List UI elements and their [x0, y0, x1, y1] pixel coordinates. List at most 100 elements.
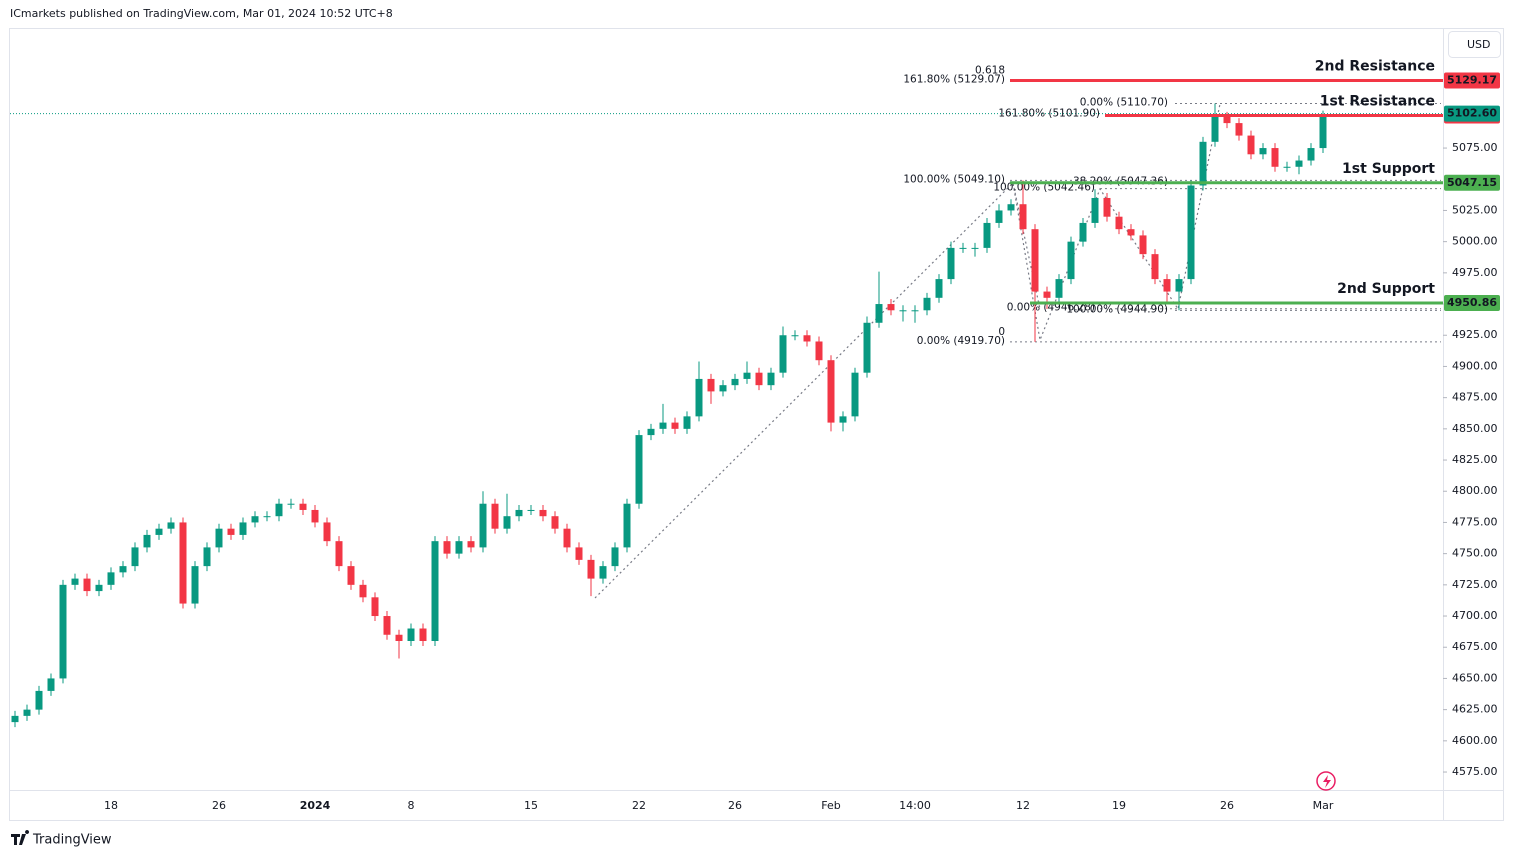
y-tick-label: 4700.00	[1452, 609, 1498, 622]
candle-body	[671, 422, 679, 429]
candle-body	[515, 509, 523, 517]
candle-body	[383, 616, 391, 635]
candle-body	[371, 597, 379, 617]
candle-body	[263, 516, 271, 518]
level-name: 2nd Resistance	[1315, 58, 1435, 74]
candle-body	[1247, 135, 1255, 155]
y-tick-label: 4775.00	[1452, 515, 1498, 528]
level-tag-label: 5129.17	[1447, 73, 1497, 86]
candle-body	[251, 516, 259, 523]
fib-trend	[1012, 182, 1041, 310]
candle-body	[767, 372, 775, 386]
lightning-icon	[1316, 771, 1336, 791]
candle-body	[779, 335, 787, 373]
x-tick-label: 26	[1220, 799, 1234, 812]
candle-body	[851, 372, 859, 417]
candle-body	[551, 516, 559, 529]
x-tick-label: 26	[212, 799, 226, 812]
candle-body	[491, 503, 499, 529]
brand: TradingView	[11, 830, 112, 848]
candle-body	[827, 360, 835, 423]
y-tick-label: 5075.00	[1452, 141, 1498, 154]
chart-frame	[9, 28, 1504, 821]
candle-body	[683, 416, 691, 429]
candle-body	[911, 310, 919, 312]
candle-body	[995, 210, 1003, 223]
candle-body	[1031, 229, 1039, 292]
candle-body	[839, 416, 847, 423]
diagonals	[594, 103, 1221, 599]
header: ICmarkets published on TradingView.com, …	[10, 7, 393, 20]
candle-body	[959, 247, 967, 249]
candle-body	[1283, 166, 1291, 168]
fib-label: 0.00% (4919.70)	[917, 335, 1005, 347]
candle-body	[47, 678, 55, 691]
candle-body	[1163, 279, 1171, 292]
candle-body	[407, 628, 415, 641]
candle-body	[1055, 279, 1063, 298]
candle-body	[887, 304, 895, 311]
candle-body	[299, 503, 307, 510]
candle-body	[1019, 204, 1027, 230]
level-name: 2nd Support	[1337, 281, 1435, 297]
candle-body	[935, 279, 943, 298]
candle-body	[107, 572, 115, 585]
candle-body	[527, 509, 535, 511]
candle-body	[1067, 241, 1075, 280]
x-tick-label: 18	[104, 799, 118, 812]
candle-body	[131, 547, 139, 567]
candle-body	[587, 559, 595, 579]
fib-label: 100.00% (5049.10)	[903, 173, 1005, 185]
candle-body	[59, 584, 67, 679]
level-tag	[1444, 294, 1500, 311]
y-tick-label: 4825.00	[1452, 453, 1498, 466]
fib-label: 100.00% (5042.46)	[993, 182, 1095, 194]
candle-body	[1223, 116, 1231, 124]
candle-body	[71, 578, 79, 585]
candle-body	[503, 516, 511, 529]
icon-bolt	[1323, 775, 1331, 788]
x-tick-label: 26	[728, 799, 742, 812]
candle-body	[419, 628, 427, 641]
level-tag	[1444, 72, 1500, 89]
candle-body	[467, 541, 475, 548]
fib-trend	[594, 103, 1221, 599]
y-tick-label: 4750.00	[1452, 547, 1498, 560]
currency[interactable]: USD	[1467, 38, 1491, 51]
candle-body	[707, 378, 715, 392]
y-tick-label: 4875.00	[1452, 391, 1498, 404]
candle-body	[791, 335, 799, 337]
candle-body	[83, 578, 91, 592]
y-tick-label: 4850.00	[1452, 422, 1498, 435]
level-name: 1st Resistance	[1320, 94, 1435, 110]
y-tick-label: 5000.00	[1452, 235, 1498, 248]
candle-body	[695, 378, 703, 417]
candle-body	[635, 435, 643, 504]
candle-body	[803, 335, 811, 342]
candle-body	[347, 566, 355, 585]
level-tag-label: 5047.15	[1447, 176, 1497, 189]
candles	[11, 103, 1327, 728]
candle-body	[539, 509, 547, 517]
candle-body	[275, 503, 283, 517]
fib-ratio: 0	[998, 326, 1005, 338]
brand-name: TradingView	[32, 833, 112, 848]
candle-body	[863, 322, 871, 373]
y-tick-label: 4675.00	[1452, 640, 1498, 653]
candle-body	[971, 247, 979, 249]
candle-body	[431, 541, 439, 641]
candle-body	[179, 522, 187, 604]
candle-body	[1091, 197, 1099, 223]
y-tick-label: 4650.00	[1452, 671, 1498, 684]
x-tick-label: Feb	[821, 799, 840, 812]
candle-body	[1199, 141, 1207, 186]
candle-body	[143, 534, 151, 548]
currency-button[interactable]: USD	[1448, 31, 1501, 58]
candle-body	[755, 372, 763, 386]
candle-body	[455, 541, 463, 554]
currency-box[interactable]	[1448, 31, 1501, 58]
candle-body	[335, 541, 343, 567]
candle-body	[239, 522, 247, 535]
